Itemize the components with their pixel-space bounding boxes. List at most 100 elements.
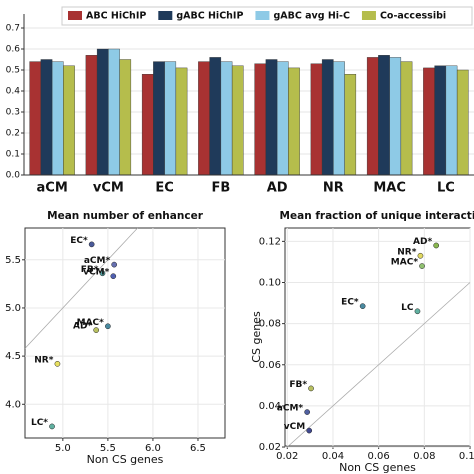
bar (423, 67, 435, 176)
bar (29, 61, 42, 176)
x-tick-label: 0.08 (413, 451, 435, 462)
y-tick-label: 0.10 (259, 278, 281, 289)
x-tick-label: 0.10 (459, 451, 474, 462)
bar (175, 67, 188, 176)
legend-swatch (68, 11, 82, 20)
y-tick-label: 0.7 (6, 24, 20, 34)
bar (265, 59, 278, 176)
y-tick-label: 0.06 (259, 360, 281, 371)
point-label: aCM* (84, 256, 111, 266)
y-tick-label: 4.5 (5, 351, 21, 362)
bar (220, 61, 233, 176)
y-tick-label: 5.0 (5, 303, 21, 314)
x-axis-label: Non CS genes (87, 453, 164, 466)
bar (119, 59, 132, 176)
legend-label: gABC avg Hi-C (273, 11, 350, 22)
bar (40, 59, 53, 176)
point-label: vCM (284, 422, 305, 432)
bar (164, 61, 177, 176)
point (105, 323, 111, 330)
legend-swatch (158, 11, 173, 20)
plot-area (24, 227, 226, 439)
point-label: LC* (31, 418, 48, 428)
y-tick-label: 0.5 (6, 66, 20, 76)
x-tick-label: 0.02 (276, 451, 298, 462)
bar (378, 55, 390, 176)
y-tick-label: 0.1 (6, 150, 20, 160)
point (111, 261, 118, 268)
bar (400, 61, 413, 176)
legend-swatch (255, 11, 270, 20)
diagonal (24, 227, 138, 349)
x-tick-label: 5.0 (55, 443, 71, 454)
bar (231, 65, 244, 176)
bar (254, 63, 267, 176)
point (110, 273, 117, 280)
x-axis-label: Non CS genes (339, 461, 416, 474)
y-tick-label: 4.0 (5, 399, 21, 410)
bar (51, 61, 64, 176)
point (304, 409, 311, 415)
x-tick-label: AD (267, 181, 288, 196)
point (359, 303, 366, 310)
y-tick-label: 0.08 (259, 319, 281, 330)
legend-label: ABC HiChIP (86, 11, 146, 22)
point-label: aCM* (277, 404, 304, 414)
point-label: FB* (289, 380, 307, 390)
point-label: LC (401, 303, 414, 313)
point (99, 270, 106, 277)
x-tick-label: 6.5 (190, 443, 206, 454)
point (93, 327, 100, 333)
legend-swatch (361, 11, 376, 20)
y-tick-label: 0.02 (259, 442, 281, 453)
bar (209, 57, 222, 176)
bar (344, 73, 357, 176)
y-tick-label: 0.04 (259, 401, 281, 412)
x-tick-label: EC (155, 181, 173, 196)
y-tick-label: 5.5 (5, 255, 21, 266)
point-label: NR* (34, 355, 53, 365)
point-label: FB* (81, 265, 99, 275)
legend-label: Co-accessibi (380, 11, 446, 22)
chart-title: Mean number of enhancer (47, 210, 204, 222)
bar (434, 65, 447, 176)
chart-title: Mean fraction of unique interacti (280, 210, 474, 222)
point (306, 427, 313, 434)
x-tick-label: aCM (37, 181, 68, 196)
y-tick-label: 0.2 (6, 129, 20, 139)
point-label: vCM* (83, 268, 109, 278)
point-label: EC* (70, 236, 88, 246)
x-tick-label: vCM (93, 181, 124, 196)
point (88, 241, 95, 248)
legend-label: gABC HiChIP (176, 11, 243, 22)
y-tick-label: 0.3 (6, 108, 20, 118)
x-tick-label: 0.06 (368, 451, 390, 462)
bar (288, 67, 300, 176)
bar (445, 65, 458, 176)
point (414, 308, 421, 315)
x-tick-label: MAC (373, 181, 406, 196)
bar (108, 48, 120, 176)
diagonal (288, 282, 471, 447)
plot-area (284, 227, 471, 447)
y-tick-label: 0.4 (6, 87, 21, 97)
point-label: MAC* (391, 258, 419, 268)
bar (85, 55, 98, 176)
y-tick-label: 0.6 (6, 45, 21, 55)
x-tick-label: NR (323, 181, 344, 196)
point-label: AD* (73, 322, 92, 332)
point-label: NR* (397, 247, 416, 257)
point (308, 385, 314, 392)
x-tick-label: 5.5 (100, 443, 116, 454)
bar (153, 61, 165, 176)
point (417, 252, 424, 259)
bar (96, 48, 109, 176)
x-tick-label: FB (211, 181, 230, 196)
x-tick-label: LC (437, 181, 455, 196)
y-tick-label: 0.12 (259, 236, 281, 247)
bar (310, 63, 323, 176)
point-label: AD* (413, 237, 432, 247)
point-label: MAC* (77, 318, 105, 328)
bar (321, 59, 334, 176)
